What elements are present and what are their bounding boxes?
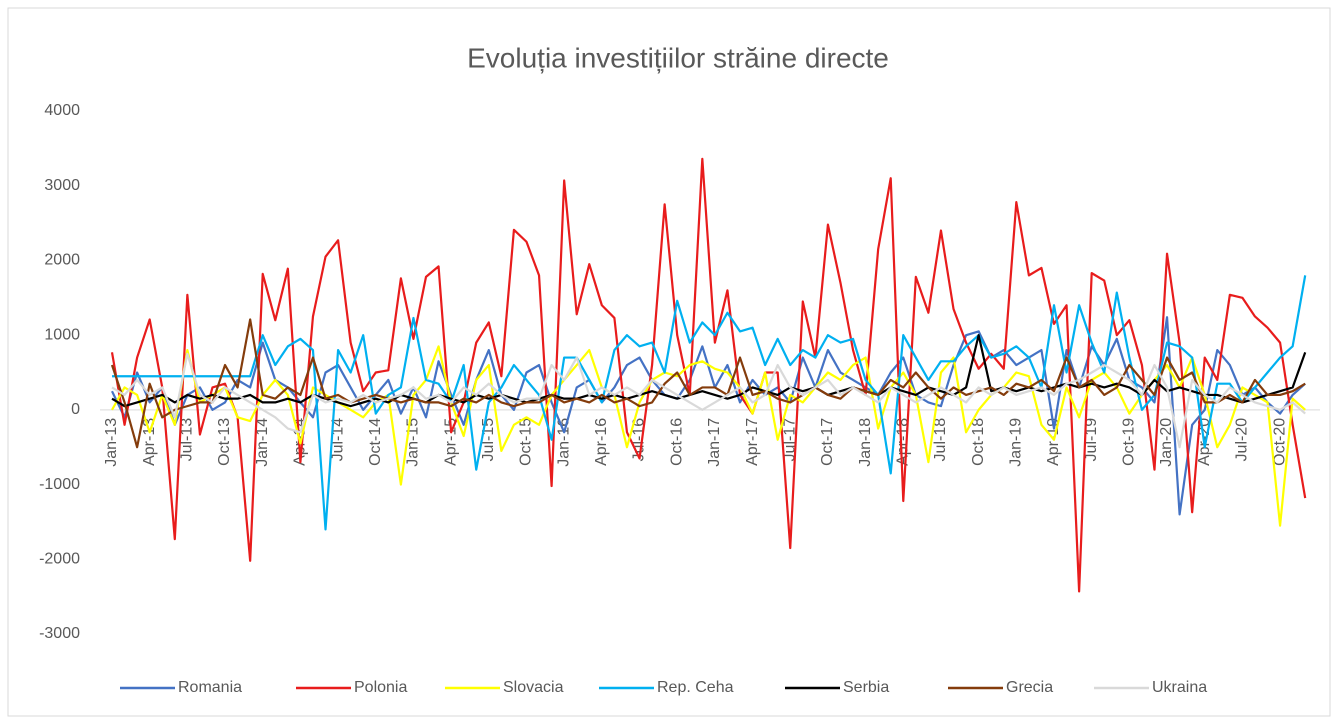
x-tick-label: Jul-19 (1083, 418, 1100, 462)
x-tick-label: Apr-16 (593, 418, 610, 466)
legend-label: Ukraina (1152, 679, 1207, 696)
x-tick-label: Oct-19 (1121, 418, 1138, 466)
y-tick-label: -3000 (39, 625, 80, 642)
x-tick-label: Apr-13 (141, 418, 158, 466)
y-tick-label: 1000 (44, 326, 80, 343)
series-line (111, 352, 1306, 449)
legend-label: Romania (178, 679, 242, 696)
y-tick-label: -1000 (39, 476, 80, 493)
legend-label: Serbia (843, 679, 889, 696)
x-tick-label: Jan-13 (103, 418, 120, 467)
y-tick-label: 2000 (44, 252, 80, 269)
x-tick-label: Oct-15 (518, 418, 535, 466)
x-tick-label: Jan-16 (555, 418, 572, 467)
x-tick-label: Apr-18 (894, 418, 911, 466)
chart-border (7, 7, 1331, 717)
x-tick-label: Jan-20 (1158, 418, 1175, 467)
x-tick-label: Jul-13 (179, 418, 196, 462)
x-tick-label: Oct-14 (367, 418, 384, 466)
x-tick-label: Apr-19 (1045, 418, 1062, 466)
series-line (110, 318, 1306, 449)
series-line (110, 157, 1307, 593)
x-tick-label: Oct-20 (1271, 418, 1288, 466)
x-tick-label: Apr-17 (744, 418, 761, 466)
x-tick-label: Jan-17 (706, 418, 723, 467)
y-tick-label: 4000 (44, 102, 80, 119)
x-tick-label: Jan-14 (254, 418, 271, 467)
legend-label: Grecia (1006, 679, 1053, 696)
legend-label: Rep. Ceha (657, 679, 734, 696)
chart-title: Evoluția investițiilor străine directe (467, 42, 889, 73)
x-tick-label: Oct-17 (819, 418, 836, 466)
y-tick-label: 3000 (44, 177, 80, 194)
x-tick-label: Jan-18 (857, 418, 874, 467)
y-tick-label: -2000 (39, 551, 80, 568)
x-tick-label: Jul-18 (932, 418, 949, 462)
legend-label: Polonia (354, 679, 407, 696)
series-line (112, 275, 1307, 531)
x-tick-label: Oct-13 (216, 418, 233, 466)
x-tick-label: Oct-16 (668, 418, 685, 466)
legend-label: Slovacia (503, 679, 564, 696)
x-tick-label: Jan-19 (1008, 418, 1025, 467)
y-tick-label: 0 (71, 401, 80, 418)
series-line (111, 334, 1307, 408)
x-tick-label: Jul-20 (1234, 418, 1251, 462)
x-tick-label: Apr-15 (442, 418, 459, 466)
x-tick-label: Oct-18 (970, 418, 987, 466)
